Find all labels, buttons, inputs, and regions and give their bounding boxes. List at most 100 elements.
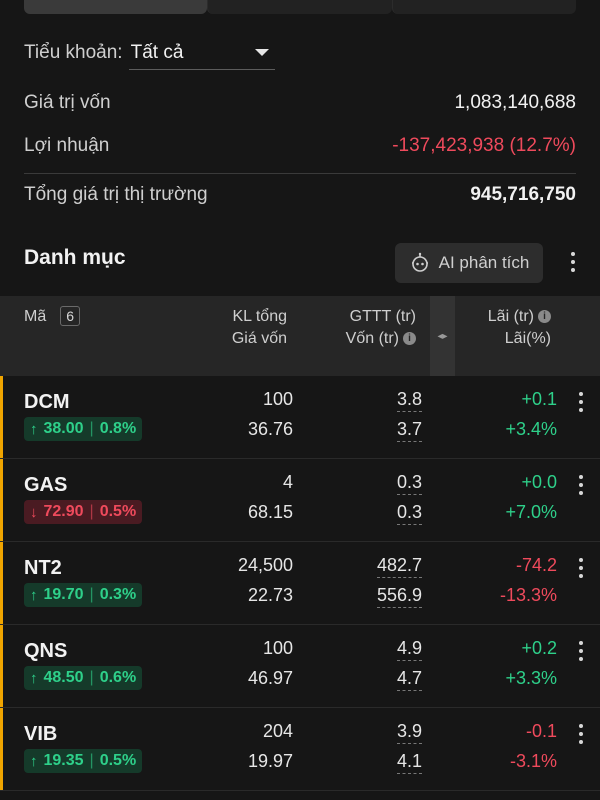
capital-label: Giá trị vốn — [24, 92, 111, 113]
header-code: Mã 6 — [24, 306, 81, 328]
market-value-row: Tổng giá trị thị trường 945,716,750 — [24, 184, 576, 206]
more-vertical-icon[interactable] — [576, 724, 586, 744]
current-price: 38.00 — [43, 420, 84, 437]
holdings-count-badge: 6 — [60, 306, 81, 326]
arrow-up-icon: ↑ — [30, 669, 38, 687]
tab-segment-2[interactable] — [207, 0, 392, 14]
profit-label: Lợi nhuận — [24, 135, 110, 156]
arrow-up-icon: ↑ — [30, 586, 38, 604]
profit-row: Lợi nhuận -137,423,938 (12.7%) — [24, 135, 576, 157]
market-value-label: Tổng giá trị thị trường — [24, 184, 208, 205]
ai-analyze-button[interactable]: AI phân tích — [395, 243, 543, 283]
ai-analyze-label: AI phân tích — [438, 253, 530, 272]
capital-row: Giá trị vốn 1,083,140,688 — [24, 92, 576, 114]
current-price: 19.70 — [43, 586, 84, 603]
tab-segment-3[interactable] — [391, 0, 576, 14]
table-row[interactable]: QNS ↑ 48.50 | 0.6% 100 46.97 4.9 4.7 +0.2 +3.3% — [0, 625, 600, 708]
header-mv-label: GTTT (tr) — [349, 308, 416, 325]
ticker-symbol[interactable]: VIB — [24, 723, 58, 745]
price-change-percent: 0.6% — [99, 669, 137, 686]
average-cost: 22.73 — [247, 585, 293, 605]
average-cost: 19.97 — [247, 751, 293, 771]
profit-loss: +0.1 — [521, 389, 557, 409]
average-cost: 36.76 — [247, 419, 293, 439]
more-vertical-icon[interactable] — [576, 392, 586, 412]
ticker-symbol[interactable]: QNS — [24, 640, 68, 662]
capital-value: 1,083,140,688 — [454, 92, 576, 113]
total-quantity: 100 — [262, 638, 293, 658]
info-icon[interactable]: i — [403, 332, 416, 346]
header-qty-label: KL tổng — [232, 308, 287, 325]
info-icon[interactable]: i — [538, 310, 551, 324]
holdings-list: DCM ↑ 38.00 | 0.8% 100 36.76 3.8 3.7 +0.1 +3.4% GAS… — [0, 376, 600, 791]
table-row[interactable]: GAS ↓ 72.90 | 0.5% 4 68.15 0.3 0.3 +0.0 +7.0% — [0, 459, 600, 542]
badge-separator: | — [89, 420, 94, 437]
total-quantity: 4 — [282, 472, 293, 492]
badge-separator: | — [89, 586, 94, 603]
price-change-percent: 0.5% — [99, 503, 137, 520]
tab-segment-1[interactable] — [24, 0, 208, 14]
current-price: 48.50 — [43, 669, 84, 686]
more-vertical-icon[interactable] — [576, 641, 586, 661]
header-code-label: Mã — [24, 308, 47, 325]
profit-loss-percent: +3.3% — [505, 668, 557, 688]
price-change-badge: ↑ 38.00 | 0.8% — [24, 417, 143, 441]
table-row[interactable]: DCM ↑ 38.00 | 0.8% 100 36.76 3.8 3.7 +0.1 +3.4% — [0, 376, 600, 459]
row-accent-bar — [0, 708, 3, 790]
market-value: 0.3 — [396, 472, 422, 495]
capital-value: 3.7 — [396, 419, 422, 442]
arrow-up-icon: ↑ — [30, 752, 38, 770]
profit-value: -137,423,938 (12.7%) — [392, 135, 576, 156]
header-mv-cap[interactable]: GTTT (tr) Vốn (tr) i — [346, 306, 416, 350]
ticker-symbol[interactable]: DCM — [24, 391, 70, 413]
total-quantity: 100 — [262, 389, 293, 409]
market-value: 3.8 — [396, 389, 422, 412]
price-change-badge: ↑ 19.35 | 0.5% — [24, 749, 143, 773]
average-cost: 46.97 — [247, 668, 293, 688]
market-value: 3.9 — [396, 721, 422, 744]
table-header: Mã 6 KL tổng Giá vốn GTTT (tr) Vốn (tr) i … — [0, 296, 600, 376]
header-cap-label: Vốn (tr) — [345, 330, 399, 347]
profit-loss-percent: +7.0% — [505, 502, 557, 522]
table-row[interactable]: VIB ↑ 19.35 | 0.5% 204 19.97 3.9 4.1 -0.1 -3.1% — [0, 708, 600, 791]
more-vertical-icon[interactable] — [568, 252, 578, 272]
badge-separator: | — [89, 752, 94, 769]
robot-icon — [411, 252, 428, 272]
average-cost: 68.15 — [247, 502, 293, 522]
summary-divider — [24, 173, 576, 174]
table-row[interactable]: NT2 ↑ 19.70 | 0.3% 24,500 22.73 482.7 556.9 -74.2… — [0, 542, 600, 625]
more-vertical-icon[interactable] — [576, 558, 586, 578]
market-value: 4.9 — [396, 638, 422, 661]
sub-account-dropdown[interactable]: Tất cả — [128, 36, 275, 70]
badge-separator: | — [89, 503, 94, 520]
profit-loss: +0.2 — [521, 638, 557, 658]
capital-value: 556.9 — [376, 585, 422, 608]
profit-loss-percent: -13.3% — [499, 585, 557, 605]
sub-account-selector: Tiểu khoản: Tất cả — [24, 36, 275, 70]
price-change-badge: ↑ 48.50 | 0.6% — [24, 666, 143, 690]
price-change-percent: 0.8% — [99, 420, 137, 437]
arrow-up-icon: ↑ — [30, 420, 38, 438]
profit-loss: +0.0 — [521, 472, 557, 492]
row-accent-bar — [0, 542, 3, 624]
ticker-symbol[interactable]: GAS — [24, 474, 68, 496]
header-qty-cost[interactable]: KL tổng Giá vốn — [232, 306, 287, 350]
capital-value: 0.3 — [396, 502, 422, 525]
sub-account-label: Tiểu khoản: — [24, 42, 123, 63]
portfolio-title: Danh mục — [24, 246, 126, 269]
profit-loss-percent: +3.4% — [505, 419, 557, 439]
current-price: 72.90 — [43, 503, 84, 520]
current-price: 19.35 — [43, 752, 84, 769]
ticker-symbol[interactable]: NT2 — [24, 557, 62, 579]
sub-account-value: Tất cả — [130, 41, 184, 63]
profit-loss-percent: -3.1% — [509, 751, 557, 771]
row-accent-bar — [0, 625, 3, 707]
more-vertical-icon[interactable] — [576, 475, 586, 495]
header-pnl[interactable]: Lãi (tr) i Lãi(%) — [488, 306, 551, 350]
profit-loss: -74.2 — [515, 555, 557, 575]
segmented-tabs — [24, 0, 576, 14]
market-value: 482.7 — [376, 555, 422, 578]
row-accent-bar — [0, 376, 3, 458]
resize-horizontal-icon[interactable]: ◂▸ — [430, 296, 455, 376]
profit-loss: -0.1 — [525, 721, 557, 741]
